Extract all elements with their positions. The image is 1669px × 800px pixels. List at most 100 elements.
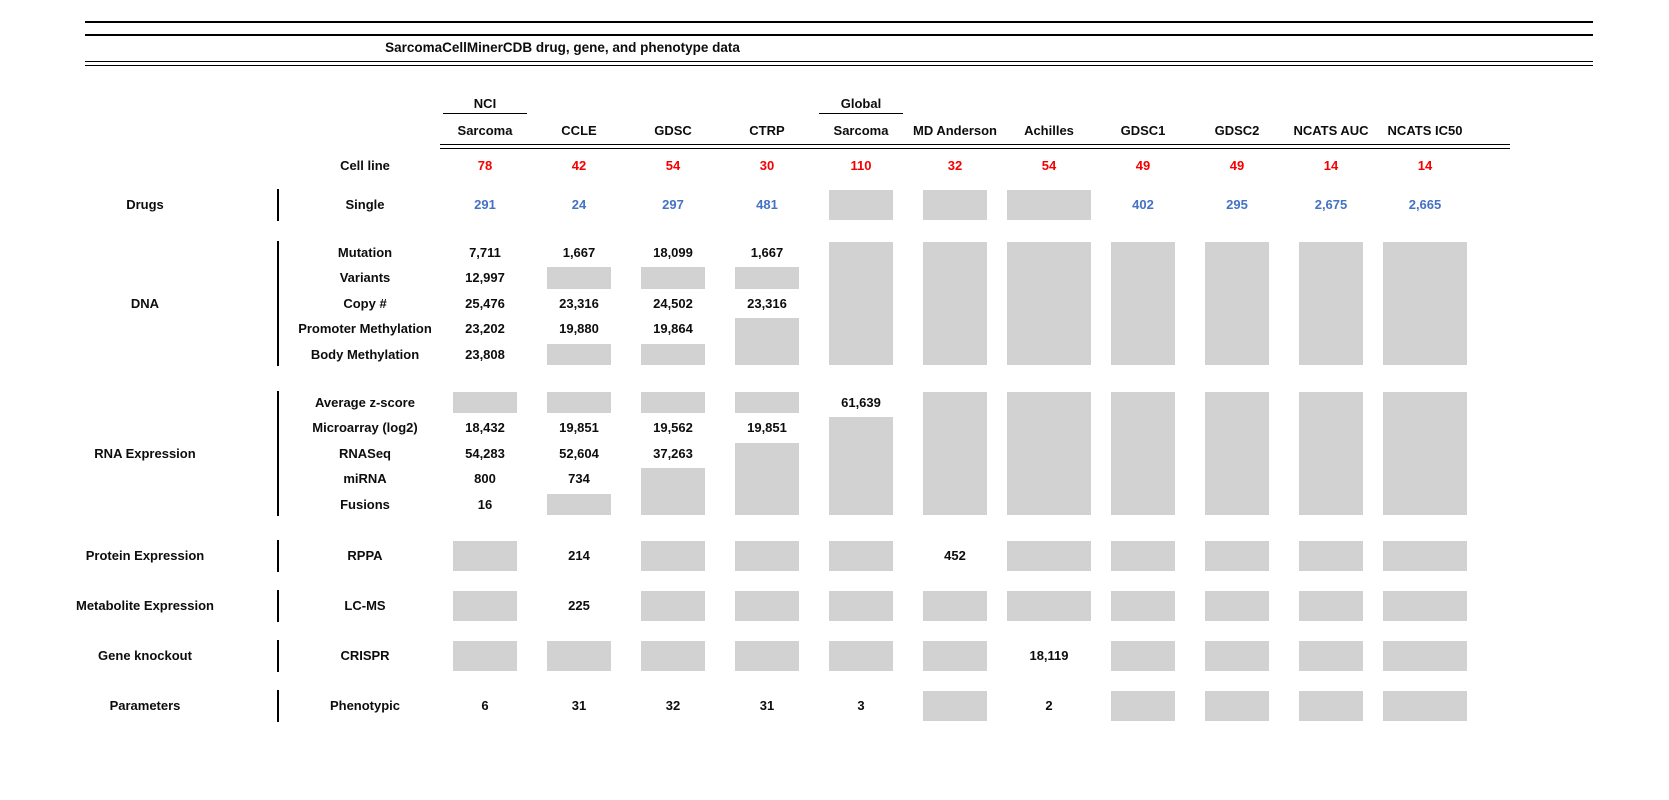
data-cell: 19,851 [559,420,599,436]
category-label: Gene knockout [98,648,192,663]
no-data-box [1111,541,1175,571]
top-rule-thin [85,21,1593,23]
no-data-box [923,591,987,621]
no-data-box [1299,691,1363,721]
category-divider [277,391,279,516]
data-cell: 295 [1226,197,1248,212]
data-cell: 52,604 [559,445,599,461]
no-data-box [1299,591,1363,621]
column-header-top: NCI [443,95,527,114]
data-cell: 25,476 [465,295,505,311]
data-cell: 2,675 [1314,197,1348,212]
data-cell: 1,667 [562,245,596,260]
no-data-box [829,641,893,671]
no-data-box [829,190,893,220]
category-divider [277,690,279,722]
data-cell: 49 [1135,158,1151,173]
data-cell: 30 [759,158,775,173]
data-cell: 23,316 [559,295,599,311]
category-divider [277,189,279,221]
no-data-box [735,442,799,515]
data-cell: 78 [477,158,493,173]
data-cell: 3 [857,698,865,713]
data-cell: 24,502 [653,295,693,311]
category-label: RNA Expression [94,445,196,461]
no-data-box [641,641,705,671]
no-data-box [923,190,987,220]
row-label: Mutation [337,245,393,260]
no-data-box [829,242,893,365]
no-data-box [1383,641,1467,671]
data-cell: 297 [662,197,684,212]
data-cell: 37,263 [653,445,693,461]
no-data-box [453,541,517,571]
no-data-box [1205,641,1269,671]
no-data-box [547,392,611,414]
data-cell: 23,316 [747,295,787,311]
no-data-box [923,691,987,721]
row-label: RNASeq [338,445,391,461]
no-data-box [1205,242,1269,365]
no-data-box [1111,691,1175,721]
category-label: Drugs [126,197,164,212]
column-header: CCLE [561,123,597,138]
no-data-box [641,591,705,621]
row-label: Average z-score [315,395,415,410]
no-data-box [1205,392,1269,515]
category-label: Parameters [109,698,181,713]
category-label: Protein Expression [85,548,205,563]
data-cell: 16 [477,496,493,512]
no-data-box [641,267,705,289]
column-header: Sarcoma [833,123,889,138]
no-data-box [1007,591,1091,621]
no-data-box [1111,242,1175,365]
no-data-box [1205,591,1269,621]
row-label: RPPA [347,548,383,563]
column-header: GDSC [654,123,692,138]
no-data-box [547,343,611,365]
row-label: Body Methylation [310,346,420,362]
data-cell: 214 [568,548,590,563]
no-data-box [1383,541,1467,571]
data-cell: 32 [947,158,963,173]
no-data-box [641,343,705,365]
data-cell: 54 [1041,158,1057,173]
category-divider [277,241,279,366]
data-cell: 225 [568,598,590,613]
data-cell: 18,432 [465,420,505,436]
data-cell: 452 [944,548,966,563]
no-data-box [1007,392,1091,515]
data-cell: 31 [571,698,587,713]
data-cell: 19,851 [747,420,787,436]
category-divider [277,640,279,672]
data-cell: 481 [756,197,778,212]
no-data-box [735,541,799,571]
no-data-box [1383,591,1467,621]
column-header: CTRP [749,123,785,138]
data-cell: 19,864 [653,321,693,337]
no-data-box [547,641,611,671]
no-data-box [547,493,611,515]
data-cell: 800 [474,471,496,487]
data-cell: 19,880 [559,321,599,337]
data-cell: 6 [481,698,489,713]
no-data-box [1205,691,1269,721]
data-cell: 12,997 [465,270,505,286]
no-data-box [547,267,611,289]
row-label: Variants [339,270,391,286]
top-rule-thick [85,34,1593,37]
column-header: GDSC2 [1214,123,1260,138]
column-header: NCATS IC50 [1387,123,1463,138]
data-cell: 7,711 [469,245,501,260]
no-data-box [1383,691,1467,721]
category-label: DNA [130,295,160,311]
no-data-box [1007,541,1091,571]
no-data-box [1383,242,1467,365]
no-data-box [453,392,517,414]
category-divider [277,590,279,622]
no-data-box [829,417,893,515]
no-data-box [1299,541,1363,571]
data-cell: 2,665 [1408,197,1442,212]
no-data-box [641,392,705,414]
column-header: Achilles [1024,123,1074,138]
